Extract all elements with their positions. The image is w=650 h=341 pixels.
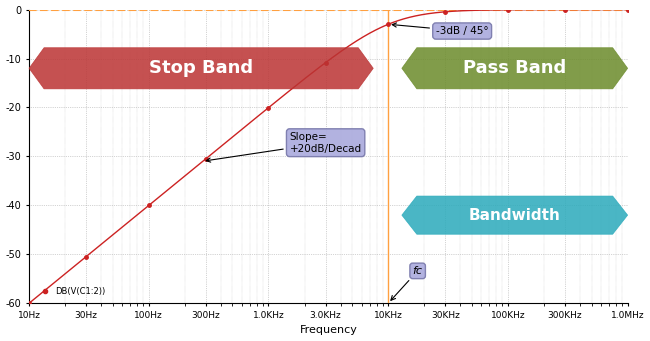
Text: Bandwidth: Bandwidth: [469, 208, 561, 223]
Polygon shape: [29, 48, 373, 89]
Text: Pass Band: Pass Band: [463, 59, 566, 77]
Text: Slope=
+20dB/Decad: Slope= +20dB/Decad: [206, 132, 361, 162]
Legend: DB(V(C1:2)): DB(V(C1:2)): [33, 283, 109, 299]
X-axis label: Frequency: Frequency: [300, 325, 358, 336]
Text: -3dB / 45°: -3dB / 45°: [392, 23, 488, 36]
Text: Stop Band: Stop Band: [149, 59, 254, 77]
Polygon shape: [402, 196, 628, 234]
Polygon shape: [402, 48, 628, 89]
Text: fc: fc: [391, 266, 422, 300]
